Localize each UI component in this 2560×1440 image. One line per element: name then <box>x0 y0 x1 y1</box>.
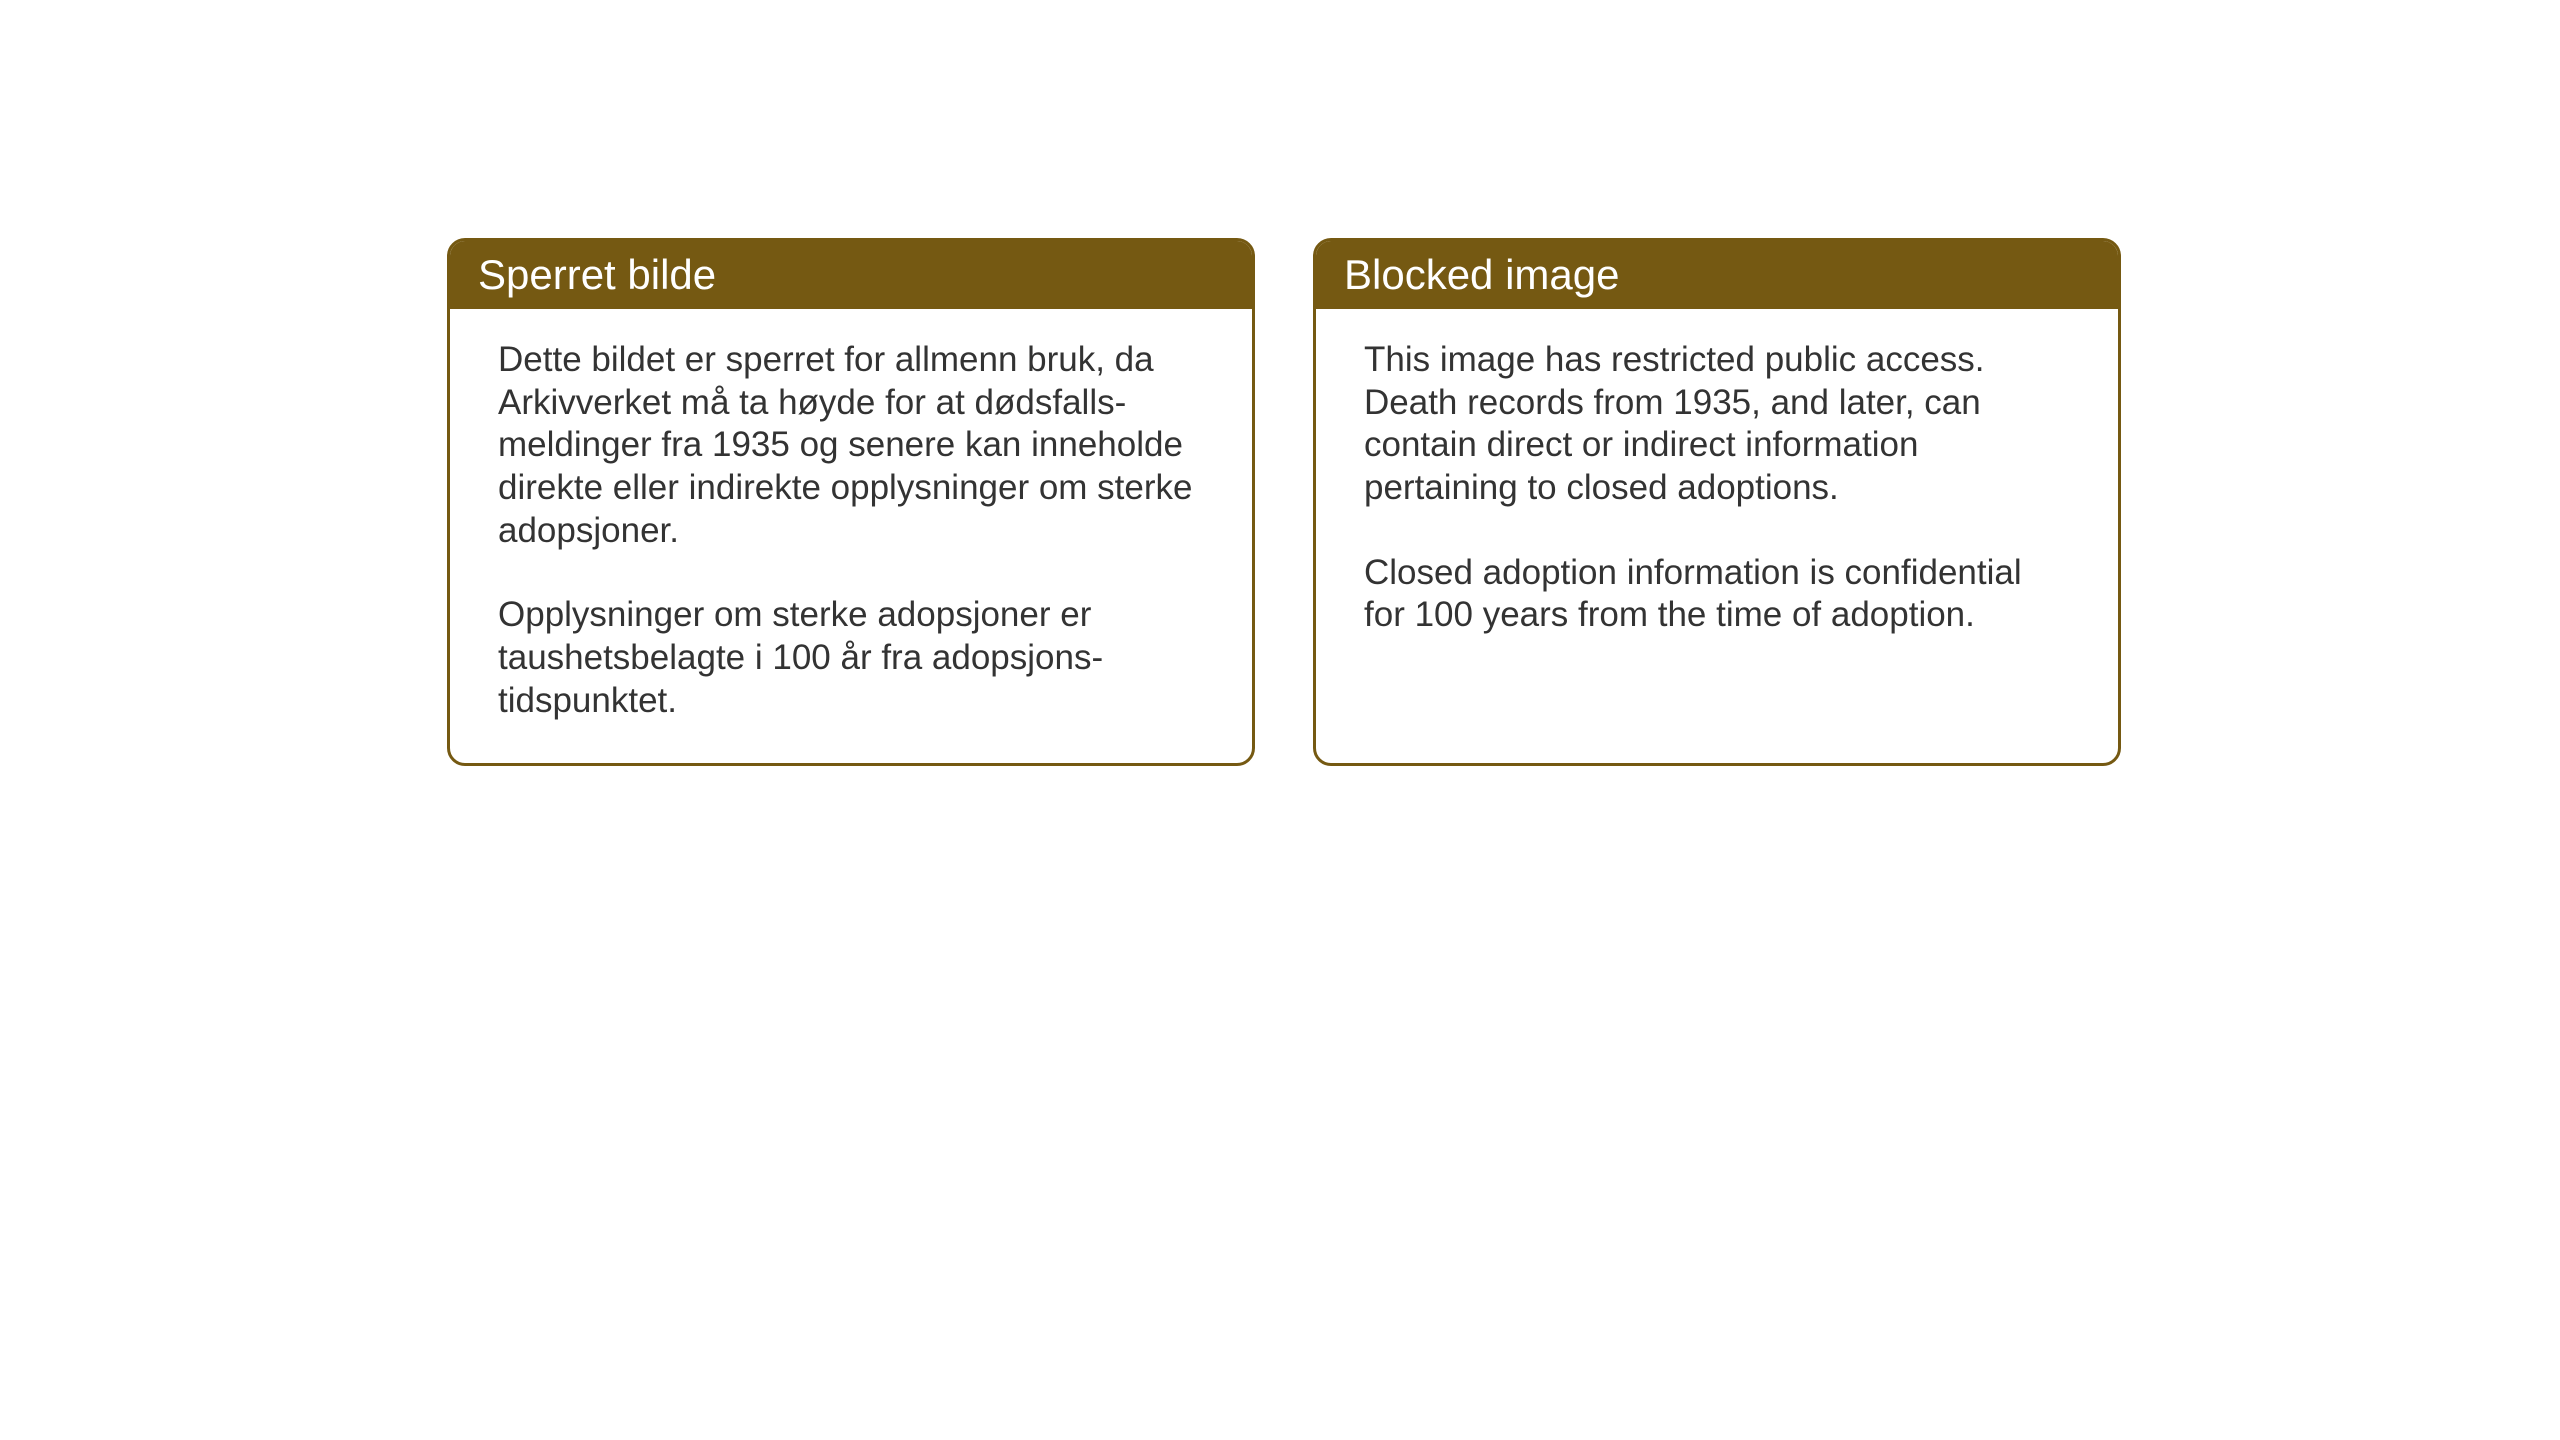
notice-container: Sperret bilde Dette bildet er sperret fo… <box>447 238 2121 766</box>
notice-body-english: This image has restricted public access.… <box>1316 309 2118 677</box>
notice-paragraph-norwegian-2: Opplysninger om sterke adopsjoner er tau… <box>498 594 1204 722</box>
notice-card-english: Blocked image This image has restricted … <box>1313 238 2121 766</box>
notice-body-norwegian: Dette bildet er sperret for allmenn bruk… <box>450 309 1252 763</box>
notice-paragraph-english-2: Closed adoption information is confident… <box>1364 552 2070 637</box>
notice-header-norwegian: Sperret bilde <box>450 241 1252 309</box>
notice-header-english: Blocked image <box>1316 241 2118 309</box>
notice-title-norwegian: Sperret bilde <box>478 251 716 298</box>
notice-card-norwegian: Sperret bilde Dette bildet er sperret fo… <box>447 238 1255 766</box>
notice-title-english: Blocked image <box>1344 251 1619 298</box>
notice-paragraph-english-1: This image has restricted public access.… <box>1364 339 2070 510</box>
notice-paragraph-norwegian-1: Dette bildet er sperret for allmenn bruk… <box>498 339 1204 552</box>
